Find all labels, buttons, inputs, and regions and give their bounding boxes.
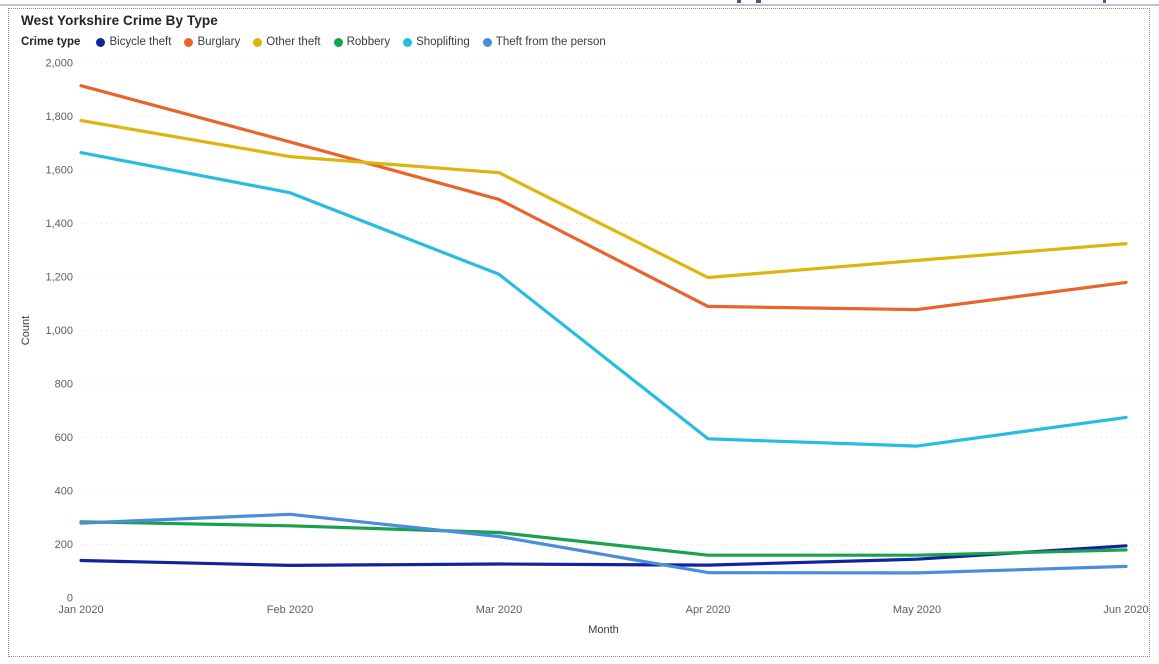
- legend-item-theft-from-the-person[interactable]: Theft from the person: [482, 36, 606, 48]
- legend-item-label: Theft from the person: [495, 36, 606, 48]
- y-tick-label: 600: [55, 432, 73, 444]
- legend-item-bicycle-theft[interactable]: Bicycle theft: [96, 36, 171, 48]
- x-tick-label: Mar 2020: [476, 604, 522, 616]
- y-tick-label: 1,000: [45, 325, 73, 337]
- legend-color-dot: [184, 37, 194, 47]
- y-tick-label: 1,600: [45, 165, 73, 177]
- powerbi-visual-container[interactable]: West Yorkshire Crime By Type Crime type …: [8, 8, 1150, 657]
- legend-item-label: Robbery: [346, 36, 391, 48]
- y-axis-title: Count: [20, 316, 32, 345]
- legend-item-label: Bicycle theft: [109, 36, 172, 48]
- cropped-text-fragment: [737, 0, 741, 3]
- toolbar-bottom-edge: [0, 0, 1159, 8]
- y-tick-label: 1,400: [45, 218, 73, 230]
- series-line-other-theft[interactable]: [79, 118, 1128, 280]
- legend-item-label: Other theft: [266, 36, 321, 48]
- x-axis-title: Month: [588, 624, 619, 636]
- cropped-text-fragment: [756, 0, 761, 3]
- x-tick-label: May 2020: [893, 604, 941, 616]
- y-tick-label: 2,000: [45, 58, 73, 70]
- legend-color-dot: [96, 37, 106, 47]
- x-axis-labels: Jan 2020 Feb 2020 Mar 2020 Apr 2020 May 2020…: [58, 604, 1148, 616]
- legend-item-shoplifting[interactable]: Shoplifting: [403, 36, 470, 48]
- toolbar-divider-line: [0, 4, 1159, 6]
- y-axis-labels: 0 200 400 600 800 1,000 1,200 1,400 1,600 1,800 2,…: [45, 58, 73, 605]
- legend-color-dot: [482, 37, 492, 47]
- x-tick-label: Jun 2020: [1103, 604, 1148, 616]
- legend-color-dot: [403, 37, 413, 47]
- y-tick-label: 0: [67, 593, 73, 605]
- series-line-bicycle-theft[interactable]: [79, 544, 1128, 568]
- chart-legend: Crime type Bicycle theft Burglary Other th…: [21, 36, 606, 48]
- legend-item-label: Burglary: [197, 36, 241, 48]
- y-tick-label: 1,200: [45, 272, 73, 284]
- legend-item-robbery[interactable]: Robbery: [333, 36, 391, 48]
- line-chart[interactable]: 0 200 400 600 800 1,000 1,200 1,400 1,600 1,800 2,…: [9, 9, 1149, 656]
- x-tick-label: Feb 2020: [267, 604, 313, 616]
- series-line-burglary[interactable]: [79, 84, 1128, 312]
- legend-title: Crime type: [21, 36, 81, 48]
- y-tick-label: 800: [55, 379, 73, 391]
- series-line-shoplifting[interactable]: [79, 151, 1128, 448]
- legend-item-label: Shoplifting: [416, 36, 470, 48]
- cropped-text-fragment: [1103, 0, 1106, 3]
- legend-item-other-theft[interactable]: Other theft: [253, 36, 321, 48]
- series-line-theft-from-the-person[interactable]: [79, 512, 1128, 575]
- legend-color-dot: [253, 37, 263, 47]
- x-tick-label: Apr 2020: [686, 604, 731, 616]
- y-tick-label: 400: [55, 486, 73, 498]
- y-tick-label: 200: [55, 539, 73, 551]
- gridlines: [81, 62, 1144, 599]
- x-tick-label: Jan 2020: [58, 604, 103, 616]
- legend-item-burglary[interactable]: Burglary: [184, 36, 240, 48]
- series-line-robbery[interactable]: [79, 520, 1128, 557]
- y-tick-label: 1,800: [45, 111, 73, 123]
- legend-color-dot: [333, 37, 343, 47]
- chart-title: West Yorkshire Crime By Type: [21, 13, 218, 28]
